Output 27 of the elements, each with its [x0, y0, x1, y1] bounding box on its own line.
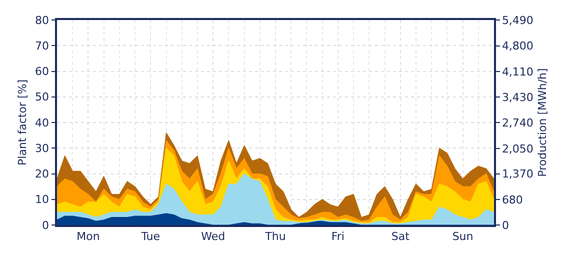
y2-axis-title: Production [MWh/h]	[536, 68, 550, 177]
x-tick-label: Wed	[201, 230, 226, 243]
y-tick-label: 40	[35, 116, 50, 130]
y-tick-label: 50	[35, 90, 50, 104]
y2-tick-label: 2,050	[502, 142, 534, 156]
y-tick-label: 80	[35, 14, 50, 27]
x-tick-label: Thu	[264, 230, 286, 243]
y2-tick-label: 4,800	[502, 40, 534, 53]
y-tick-label: 10	[35, 193, 50, 206]
x-tick-label: Mon	[76, 230, 100, 243]
x-tick-label: Sun	[452, 230, 474, 243]
x-tick-label: Tue	[140, 230, 160, 243]
x-tick-label: Sat	[391, 230, 410, 243]
y2-tick-label: 680	[502, 193, 523, 206]
y2-tick-label: 0	[502, 218, 509, 232]
y2-tick-label: 3,430	[502, 90, 534, 104]
y-tick-label: 30	[35, 142, 50, 155]
y-axis-title: Plant factor [%]	[16, 80, 30, 166]
y2-tick-label: 1,370	[502, 168, 534, 181]
y-tick-label: 60	[35, 65, 50, 78]
x-tick-label: Fri	[331, 230, 344, 243]
y2-tick-label: 2,740	[502, 116, 534, 130]
y-tick-label: 20	[35, 168, 50, 181]
y2-tick-label: 5,490	[502, 14, 534, 27]
y2-tick-label: 4,110	[502, 65, 534, 78]
y-tick-label: 0	[42, 218, 50, 232]
y-tick-label: 70	[35, 39, 50, 52]
